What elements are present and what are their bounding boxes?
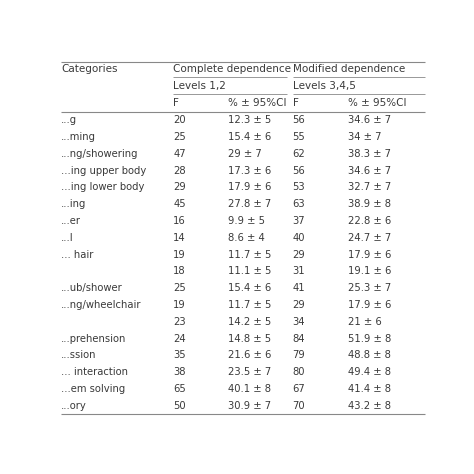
Text: 34.6 ± 7: 34.6 ± 7 bbox=[347, 115, 391, 125]
Text: 70: 70 bbox=[292, 401, 305, 410]
Text: 17.9 ± 6: 17.9 ± 6 bbox=[347, 250, 391, 260]
Text: 63: 63 bbox=[292, 199, 305, 209]
Text: 16: 16 bbox=[173, 216, 186, 226]
Text: 65: 65 bbox=[173, 384, 186, 394]
Text: 23: 23 bbox=[173, 317, 186, 327]
Text: 15.4 ± 6: 15.4 ± 6 bbox=[228, 283, 272, 293]
Text: 21.6 ± 6: 21.6 ± 6 bbox=[228, 350, 272, 360]
Text: 29: 29 bbox=[173, 182, 186, 192]
Text: 51.9 ± 8: 51.9 ± 8 bbox=[347, 334, 391, 344]
Text: ...ory: ...ory bbox=[61, 401, 87, 410]
Text: 41: 41 bbox=[292, 283, 305, 293]
Text: Modified dependence: Modified dependence bbox=[292, 64, 405, 74]
Text: 50: 50 bbox=[173, 401, 186, 410]
Text: 40: 40 bbox=[292, 233, 305, 243]
Text: 11.7 ± 5: 11.7 ± 5 bbox=[228, 300, 272, 310]
Text: 34.6 ± 7: 34.6 ± 7 bbox=[347, 165, 391, 176]
Text: 34 ± 7: 34 ± 7 bbox=[347, 132, 381, 142]
Text: 38: 38 bbox=[173, 367, 186, 377]
Text: 38.9 ± 8: 38.9 ± 8 bbox=[347, 199, 391, 209]
Text: 29: 29 bbox=[292, 300, 305, 310]
Text: ...ng/wheelchair: ...ng/wheelchair bbox=[61, 300, 142, 310]
Text: 23.5 ± 7: 23.5 ± 7 bbox=[228, 367, 272, 377]
Text: 9.9 ± 5: 9.9 ± 5 bbox=[228, 216, 265, 226]
Text: 19: 19 bbox=[173, 300, 186, 310]
Text: 11.7 ± 5: 11.7 ± 5 bbox=[228, 250, 272, 260]
Text: F: F bbox=[292, 98, 299, 108]
Text: 32.7 ± 7: 32.7 ± 7 bbox=[347, 182, 391, 192]
Text: 29 ± 7: 29 ± 7 bbox=[228, 149, 262, 159]
Text: % ± 95%CI: % ± 95%CI bbox=[347, 98, 406, 108]
Text: ...ing: ...ing bbox=[61, 199, 86, 209]
Text: ...ng/showering: ...ng/showering bbox=[61, 149, 138, 159]
Text: 30.9 ± 7: 30.9 ± 7 bbox=[228, 401, 271, 410]
Text: 67: 67 bbox=[292, 384, 305, 394]
Text: 43.2 ± 8: 43.2 ± 8 bbox=[347, 401, 391, 410]
Text: ...g: ...g bbox=[61, 115, 77, 125]
Text: 25: 25 bbox=[173, 283, 186, 293]
Text: 80: 80 bbox=[292, 367, 305, 377]
Text: 14.2 ± 5: 14.2 ± 5 bbox=[228, 317, 272, 327]
Text: 25.3 ± 7: 25.3 ± 7 bbox=[347, 283, 391, 293]
Text: ...ing lower body: ...ing lower body bbox=[61, 182, 145, 192]
Text: 35: 35 bbox=[173, 350, 186, 360]
Text: 38.3 ± 7: 38.3 ± 7 bbox=[347, 149, 391, 159]
Text: 25: 25 bbox=[173, 132, 186, 142]
Text: Complete dependence: Complete dependence bbox=[173, 64, 291, 74]
Text: 45: 45 bbox=[173, 199, 186, 209]
Text: 20: 20 bbox=[173, 115, 186, 125]
Text: ...prehension: ...prehension bbox=[61, 334, 127, 344]
Text: 56: 56 bbox=[292, 115, 305, 125]
Text: 41.4 ± 8: 41.4 ± 8 bbox=[347, 384, 391, 394]
Text: ...ming: ...ming bbox=[61, 132, 96, 142]
Text: 15.4 ± 6: 15.4 ± 6 bbox=[228, 132, 272, 142]
Text: 22.8 ± 6: 22.8 ± 6 bbox=[347, 216, 391, 226]
Text: 55: 55 bbox=[292, 132, 305, 142]
Text: 21 ± 6: 21 ± 6 bbox=[347, 317, 382, 327]
Text: 24.7 ± 7: 24.7 ± 7 bbox=[347, 233, 391, 243]
Text: 62: 62 bbox=[292, 149, 305, 159]
Text: 17.9 ± 6: 17.9 ± 6 bbox=[347, 300, 391, 310]
Text: 56: 56 bbox=[292, 165, 305, 176]
Text: 8.6 ± 4: 8.6 ± 4 bbox=[228, 233, 265, 243]
Text: ...l: ...l bbox=[61, 233, 74, 243]
Text: 17.3 ± 6: 17.3 ± 6 bbox=[228, 165, 272, 176]
Text: 49.4 ± 8: 49.4 ± 8 bbox=[347, 367, 391, 377]
Text: 19: 19 bbox=[173, 250, 186, 260]
Text: 18: 18 bbox=[173, 266, 186, 276]
Text: % ± 95%CI: % ± 95%CI bbox=[228, 98, 287, 108]
Text: 47: 47 bbox=[173, 149, 186, 159]
Text: ...em solving: ...em solving bbox=[61, 384, 125, 394]
Text: ...ssion: ...ssion bbox=[61, 350, 97, 360]
Text: 14: 14 bbox=[173, 233, 186, 243]
Text: 28: 28 bbox=[173, 165, 186, 176]
Text: 79: 79 bbox=[292, 350, 305, 360]
Text: 27.8 ± 7: 27.8 ± 7 bbox=[228, 199, 272, 209]
Text: 84: 84 bbox=[292, 334, 305, 344]
Text: ... interaction: ... interaction bbox=[61, 367, 128, 377]
Text: 19.1 ± 6: 19.1 ± 6 bbox=[347, 266, 391, 276]
Text: 24: 24 bbox=[173, 334, 186, 344]
Text: ... hair: ... hair bbox=[61, 250, 93, 260]
Text: 53: 53 bbox=[292, 182, 305, 192]
Text: 11.1 ± 5: 11.1 ± 5 bbox=[228, 266, 272, 276]
Text: 12.3 ± 5: 12.3 ± 5 bbox=[228, 115, 272, 125]
Text: ...er: ...er bbox=[61, 216, 81, 226]
Text: 34: 34 bbox=[292, 317, 305, 327]
Text: 48.8 ± 8: 48.8 ± 8 bbox=[347, 350, 391, 360]
Text: ...ing upper body: ...ing upper body bbox=[61, 165, 146, 176]
Text: 29: 29 bbox=[292, 250, 305, 260]
Text: Levels 1,2: Levels 1,2 bbox=[173, 81, 226, 91]
Text: Categories: Categories bbox=[61, 64, 118, 74]
Text: 17.9 ± 6: 17.9 ± 6 bbox=[228, 182, 272, 192]
Text: 40.1 ± 8: 40.1 ± 8 bbox=[228, 384, 271, 394]
Text: 37: 37 bbox=[292, 216, 305, 226]
Text: 14.8 ± 5: 14.8 ± 5 bbox=[228, 334, 271, 344]
Text: ...ub/shower: ...ub/shower bbox=[61, 283, 123, 293]
Text: F: F bbox=[173, 98, 179, 108]
Text: 31: 31 bbox=[292, 266, 305, 276]
Text: Levels 3,4,5: Levels 3,4,5 bbox=[292, 81, 356, 91]
